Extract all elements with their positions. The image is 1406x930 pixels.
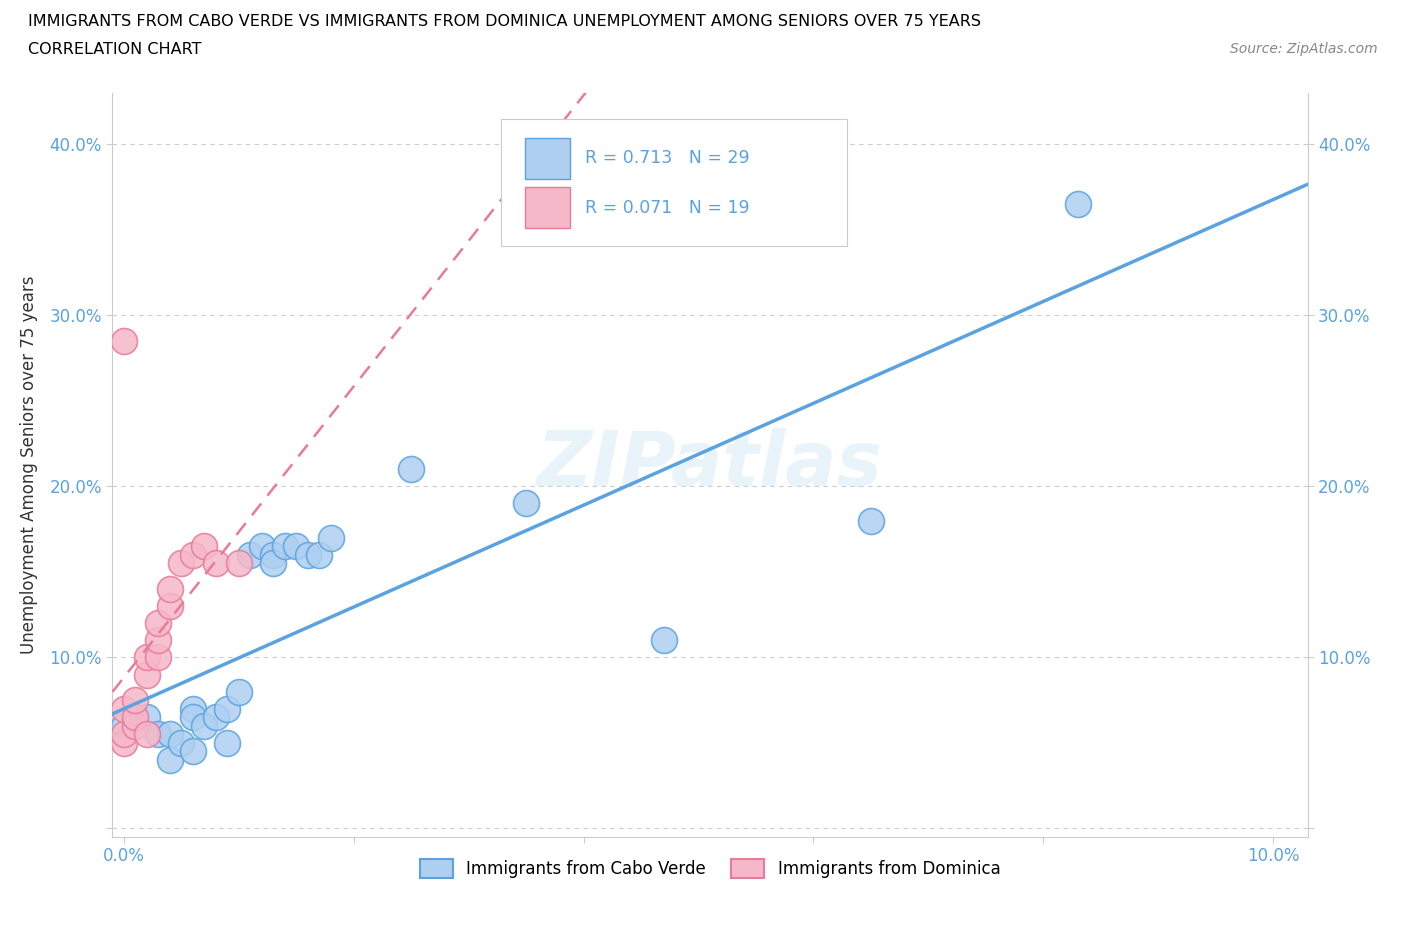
Point (401, 462, 423, 477)
Point (148, 650, 170, 665)
Point (205, 710, 228, 724)
Point (136, 727, 159, 742)
Point (193, 718, 215, 733)
Point (181, 710, 204, 724)
Y-axis label: Unemployment Among Seniors over 75 years: Unemployment Among Seniors over 75 years (21, 276, 38, 654)
Text: ZIPatlas: ZIPatlas (537, 428, 883, 502)
Point (181, 548, 204, 563)
Point (112, 718, 135, 733)
Point (1067, 197, 1090, 212)
Point (112, 736, 135, 751)
Point (159, 727, 181, 742)
Point (181, 744, 204, 759)
Point (228, 556, 250, 571)
Point (217, 736, 239, 751)
Point (274, 538, 297, 553)
Point (124, 710, 146, 724)
Point (319, 530, 342, 545)
Point (262, 548, 284, 563)
Point (250, 538, 273, 553)
Point (124, 710, 146, 724)
Point (205, 556, 228, 571)
Point (112, 701, 135, 716)
FancyBboxPatch shape (524, 188, 571, 229)
Text: IMMIGRANTS FROM CABO VERDE VS IMMIGRANTS FROM DOMINICA UNEMPLOYMENT AMONG SENIOR: IMMIGRANTS FROM CABO VERDE VS IMMIGRANTS… (28, 14, 981, 29)
Point (136, 650, 159, 665)
Text: Source: ZipAtlas.com: Source: ZipAtlas.com (1230, 42, 1378, 56)
Point (228, 684, 250, 699)
Point (181, 701, 204, 716)
Point (112, 334, 135, 349)
FancyBboxPatch shape (524, 138, 571, 179)
Point (148, 633, 170, 648)
Point (112, 727, 135, 742)
Point (136, 667, 159, 682)
Text: CORRELATION CHART: CORRELATION CHART (28, 42, 201, 57)
Legend: Immigrants from Cabo Verde, Immigrants from Dominica: Immigrants from Cabo Verde, Immigrants f… (413, 852, 1007, 884)
Point (159, 752, 181, 767)
Point (297, 548, 319, 563)
Point (170, 556, 193, 571)
Point (285, 538, 308, 553)
Point (170, 736, 193, 751)
Point (652, 633, 675, 648)
FancyBboxPatch shape (501, 119, 848, 246)
Point (159, 599, 181, 614)
Point (148, 727, 170, 742)
Point (217, 701, 239, 716)
Point (159, 581, 181, 596)
Point (262, 556, 284, 571)
Text: R = 0.713   N = 29: R = 0.713 N = 29 (585, 149, 749, 166)
Point (308, 548, 330, 563)
Point (239, 548, 262, 563)
Point (124, 693, 146, 708)
Point (124, 718, 146, 733)
Point (515, 496, 537, 511)
Text: R = 0.071   N = 19: R = 0.071 N = 19 (585, 199, 749, 217)
Point (193, 538, 215, 553)
Point (859, 513, 882, 528)
Point (136, 710, 159, 724)
Point (148, 616, 170, 631)
